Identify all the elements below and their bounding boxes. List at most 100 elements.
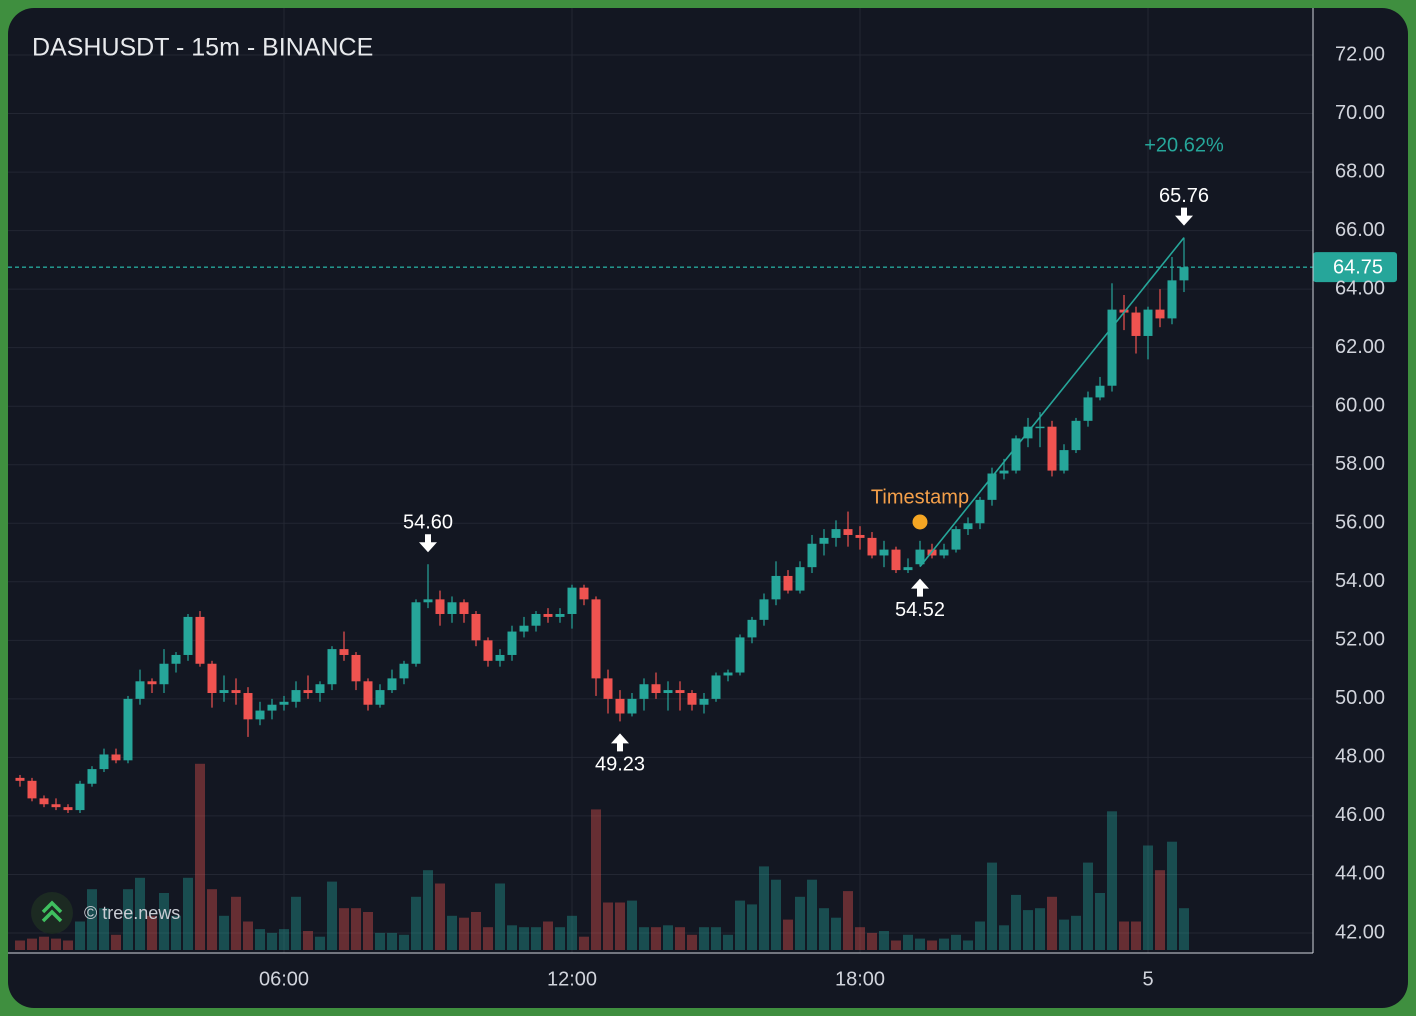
candle-body [603,678,613,699]
annotation-label: 54.52 [895,599,945,621]
candle-body [243,693,253,720]
trend-line [919,237,1185,568]
candle-body [291,690,301,702]
candle-body [231,690,241,694]
candle-body [759,599,769,620]
volume-bar [411,896,421,950]
candle-body [111,754,121,761]
volume-bar [447,915,457,950]
candle-body [591,599,601,679]
annotation-label: 54.60 [403,512,453,534]
candle-body [219,690,229,694]
volume-bar [339,908,349,950]
candle-body [699,698,709,705]
candle-body [1071,420,1081,451]
candle-body [183,616,193,655]
volume-bar [999,925,1009,950]
candle-body [1143,309,1153,336]
candle-body [915,549,925,565]
y-tick-label: 68.00 [1335,160,1385,182]
candle-body [1035,426,1045,429]
volume-bar [915,938,925,950]
candle-body [519,625,529,632]
volume-bar [591,809,601,950]
volume-bar [639,927,649,950]
volume-bar [363,912,373,950]
candle-body [879,549,889,556]
candle-body [135,681,145,699]
volume-bar [399,934,409,950]
volume-bar [27,938,37,950]
candle-body [495,654,505,661]
candle-body [903,567,913,571]
y-tick-label: 70.00 [1335,102,1385,124]
candle-body [195,616,205,664]
candle-body [891,549,901,571]
candle-body [279,701,289,705]
candle-body [639,684,649,699]
candle-body [579,587,589,600]
candle-body [63,807,73,811]
candle-body [27,780,37,799]
last-price-label: 64.75 [1333,256,1383,278]
candle-body [447,602,457,614]
volume-bar [819,908,829,950]
volume-bar [1095,893,1105,950]
candle-body [303,690,313,694]
volume-bar [867,932,877,950]
volume-bar [1047,896,1057,950]
logo-mark [41,900,63,923]
volume-bar [1083,862,1093,950]
volume-bar [1179,908,1189,950]
candle-body [363,681,373,705]
y-tick-label: 42.00 [1335,921,1385,943]
volume-bar [207,889,217,950]
y-tick-label: 52.00 [1335,629,1385,651]
candle-body [1107,309,1117,386]
volume-bar [1167,841,1177,950]
candle-body [411,602,421,664]
y-tick-label: 62.00 [1335,336,1385,358]
volume-bar [351,908,361,950]
volume-bar [627,900,637,950]
candle-body [147,681,157,685]
volume-bar [171,915,181,950]
candle-body [975,499,985,524]
volume-bar [771,879,781,950]
volume-bar [423,870,433,950]
volume-bar [279,929,289,950]
candle-body [783,575,793,591]
volume-bar [795,896,805,950]
y-tick-label: 56.00 [1335,512,1385,534]
y-tick-label: 44.00 [1335,863,1385,885]
volume-bar [855,927,865,950]
y-tick-label: 46.00 [1335,804,1385,826]
volume-bar [675,927,685,950]
volume [15,763,1189,950]
volume-bar [51,938,61,950]
y-tick-label: 72.00 [1335,43,1385,65]
candle-body [867,537,877,556]
candle-body [327,649,337,685]
volume-bar [159,893,169,950]
volume-bar [1059,919,1069,950]
candle-body [831,529,841,538]
arrow-down [1175,207,1193,226]
volume-bar [879,931,889,950]
candle-body [615,698,625,714]
volume-bar [831,917,841,950]
volume-bar [1155,870,1165,950]
volume-bar [519,927,529,950]
timestamp-dot [912,514,928,530]
volume-bar [567,915,577,950]
volume-bar [1071,915,1081,950]
candle-body [423,599,433,603]
volume-bar [375,932,385,950]
candles [15,237,1189,814]
x-tick-label: 06:00 [259,968,309,990]
panel [8,8,1408,1008]
candle-body [771,575,781,600]
volume-bar [435,883,445,950]
volume-bar [315,936,325,950]
